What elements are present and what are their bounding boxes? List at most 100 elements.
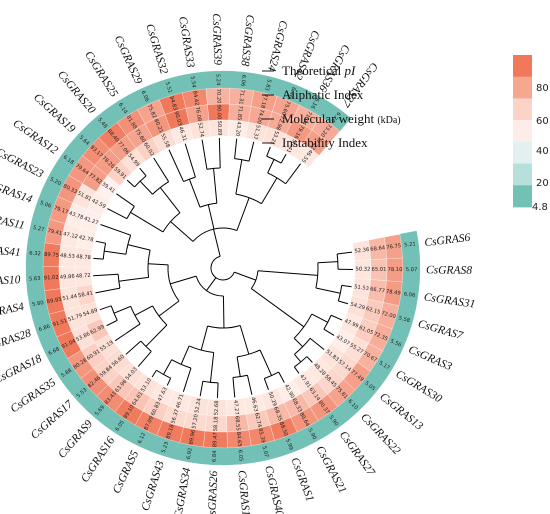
tree-branch [127,244,151,251]
gene-label: CsGRAS35 [8,376,58,415]
tree-branch [95,240,106,244]
tree-arc [162,212,181,233]
tree-branch [93,273,119,277]
tree-branch [337,251,353,255]
gene-label: CsGRAS7 [417,318,466,343]
tree-branch [162,359,173,375]
tree-branch [294,353,302,363]
track-label-instability: Instability Index [282,135,368,150]
tree-arc [156,369,171,379]
mw-value: 68.64 [370,245,386,253]
tree-branch [206,277,217,291]
tree-branch [100,224,131,236]
aliphatic-value: 89.96 [189,429,198,445]
tree-branch [188,178,201,208]
tree-branch [113,305,131,314]
aliphatic-value: 88.50 [278,421,289,437]
pi-value: 6.06 [403,291,415,299]
aliphatic-value: 84.65 [235,432,242,447]
pi-value: 5.83 [263,79,272,92]
pi-value: 5.54 [189,76,197,89]
pi-value: 6.18 [62,155,75,167]
tree-branch [106,319,118,327]
tree-arc [266,155,282,164]
tree-arc [250,270,259,289]
pi-value: 5.21 [404,241,416,248]
aliphatic-value: 71.31 [237,89,245,104]
pi-value: 5.88 [60,368,73,379]
pi-value: 5.63 [29,276,41,283]
tree-branch [236,356,241,377]
gene-label: CsGRAS26 [206,470,220,514]
instability-value: 52.24 [194,397,203,413]
instability-value: 47.63 [157,387,169,403]
tree-arc [336,253,339,270]
instability-value: 47.99 [343,318,359,329]
pi-value: 6.92 [186,447,194,459]
gene-label: CsGRAS22 [358,411,402,457]
tree-branch [137,351,152,367]
instability-value: 42.78 [78,235,94,244]
gene-label: CsGRAS12 [11,117,61,157]
legend-tick-60: 60 [536,116,549,127]
instability-value: 52.36 [354,247,369,255]
gene-label: CsGRAS30 [393,368,444,405]
gene-label: CsGRAS19 [31,92,77,136]
tree-branch [166,377,172,386]
pi-value: 6.84 [212,450,219,462]
tree-arc [134,175,147,188]
tree-branch [158,300,180,317]
tree-branch [213,168,218,204]
mw-value: 76.08 [194,106,202,122]
instability-value: 62.99 [90,324,106,336]
gene-label: CsGRAS15 [235,470,252,514]
tree-arc [152,305,168,326]
tree-arc [199,202,217,208]
tree-branch [248,141,255,162]
track-label-pi: Theoretical pI [282,63,356,78]
tree-arc [235,193,262,205]
gene-label: CsGRAS25 [82,49,120,99]
tree-arc [337,285,343,302]
tree-branch [148,263,169,266]
gene-label: CsGRAS33 [176,16,196,69]
mw-value: 74.00 [255,108,264,124]
tree-branch [99,305,112,311]
tree-arc [126,206,135,219]
mw-value: 48.53 [60,253,75,260]
mw-value: 51.79 [67,313,83,323]
tree-branch [118,276,149,282]
pi-value: 6.68 [48,346,61,357]
tree-branch [209,352,215,383]
mw-value: 53.86 [75,331,91,343]
pi-value: 6.06 [239,74,246,86]
mw-value: 62.15 [365,306,381,316]
tree-branch [130,211,164,233]
mw-value: 49.86 [60,274,75,281]
tree-arc [152,181,169,195]
pi-value: 6.12 [137,432,147,445]
tree-branch [330,314,343,321]
tree-branch [280,154,287,164]
aliphatic-value: 78.10 [388,267,403,273]
pi-value: 5.80 [32,300,44,308]
pi-value: 5.90 [307,428,318,441]
tree-branch [151,369,157,378]
gene-label: CsGRAS10 [0,274,21,289]
gene-label: CsGRAS16 [79,435,117,485]
mw-value: 43.78 [68,210,84,221]
mw-value: 90.03 [173,111,183,127]
pi-value: 5.51 [164,81,173,94]
tree-branch [317,261,338,264]
gene-label: CsGRAS13 [377,391,425,433]
legend-swatch [513,55,532,78]
pi-value: 6.86 [38,324,51,333]
aliphatic-value: 87.09 [143,415,155,431]
instability-value: 43.20 [234,121,242,136]
gene-label: CsGRAS38 [238,14,255,67]
pi-value: 5.07 [261,445,269,458]
instability-value: 52.74 [196,122,204,138]
aliphatic-value: 89.47 [212,432,219,447]
tree-branch [235,159,243,195]
tree-arc [264,371,279,379]
